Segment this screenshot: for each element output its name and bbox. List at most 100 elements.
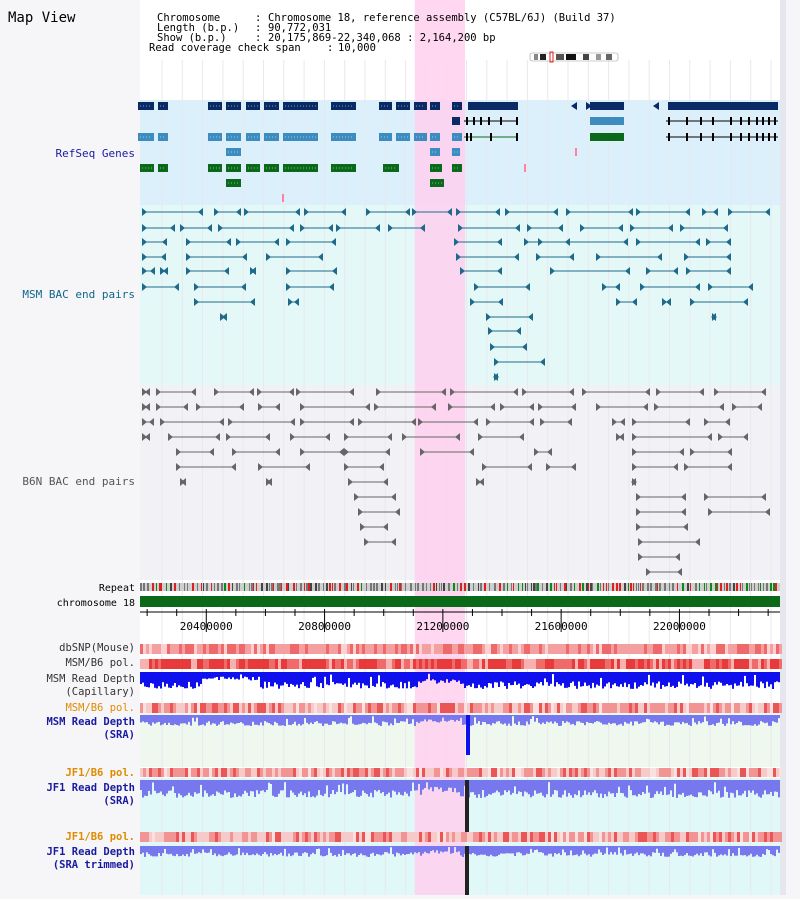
jf1-pol2-cell bbox=[422, 832, 425, 842]
repeat-element bbox=[695, 583, 697, 591]
track-label-b6n-bac: B6N BAC end pairs bbox=[22, 475, 135, 488]
jf1-trim-depth-bar bbox=[270, 846, 272, 854]
jf1-sra-depth-bar bbox=[284, 780, 286, 783]
chromosome-bar[interactable] bbox=[140, 596, 780, 607]
jf1-trim-depth-bar bbox=[638, 846, 640, 856]
jf1-sra-depth-bar bbox=[594, 780, 596, 791]
dbsnp-cell bbox=[524, 644, 527, 654]
msm-pol2-cell bbox=[767, 703, 770, 713]
jf1-pol2-cell bbox=[731, 832, 734, 842]
dbsnp-cell bbox=[293, 644, 296, 654]
jf1-trim-depth-bar bbox=[480, 846, 482, 855]
jf1-pol-cell bbox=[158, 768, 161, 777]
msm-capillary-depth-bar bbox=[602, 672, 604, 689]
repeat-element bbox=[574, 583, 575, 591]
jf1-sra-depth-bar bbox=[686, 780, 688, 796]
read-depth-tracks[interactable] bbox=[140, 672, 780, 895]
msm-sra-depth-bar bbox=[720, 715, 722, 719]
jf1-pol-cell bbox=[302, 768, 305, 777]
msm-pol2-cell bbox=[410, 703, 413, 713]
jf1-trim-depth-bar bbox=[394, 846, 396, 857]
jf1-sra-depth-bar bbox=[664, 780, 666, 787]
repeat-element bbox=[401, 583, 402, 591]
msm-capillary-depth-bar bbox=[360, 672, 362, 689]
msm-pol2-cell bbox=[185, 703, 188, 713]
jf1-trim-depth-bar bbox=[264, 846, 266, 853]
msm-bac-pair-end bbox=[743, 298, 748, 306]
msm-sra-depth-bar bbox=[588, 715, 590, 723]
msm-sra-depth-bar bbox=[758, 715, 760, 725]
polymorphism-tracks[interactable] bbox=[140, 644, 782, 842]
jf1-sra-depth-bar bbox=[178, 780, 180, 794]
msm-pol-cell bbox=[428, 659, 431, 669]
dbsnp-cell bbox=[761, 644, 764, 654]
msm-sra-depth-bar bbox=[750, 715, 752, 726]
jf1-trim-depth-bar bbox=[218, 846, 220, 855]
jf1-sra-depth-bar bbox=[572, 780, 574, 798]
msm-bac-pair-end bbox=[289, 224, 294, 232]
jf1-trim-depth-bar bbox=[426, 846, 428, 854]
dbsnp-cell bbox=[527, 644, 530, 654]
msm-capillary-depth-bar bbox=[712, 672, 714, 686]
jf1-pol2-cell bbox=[161, 832, 164, 842]
refseq-genes-track[interactable] bbox=[138, 102, 778, 202]
jf1-pol2-cell bbox=[758, 832, 761, 842]
jf1-trim-depth-bar bbox=[346, 846, 348, 854]
msm-sra-depth-bar bbox=[284, 715, 286, 726]
msm-sra-depth-bar bbox=[264, 715, 266, 722]
jf1-sra-depth-bar bbox=[272, 780, 274, 796]
msm-pol2-cell bbox=[401, 703, 404, 713]
chromosome-ideogram[interactable] bbox=[529, 51, 619, 63]
msm-sra-depth-bar bbox=[524, 715, 526, 726]
msm-capillary-depth-bar bbox=[314, 672, 316, 677]
dbsnp-cell bbox=[410, 644, 413, 654]
jf1-pol2-cell bbox=[383, 832, 386, 842]
msm-sra-depth-bar bbox=[616, 715, 618, 726]
msm-sra-depth-bar bbox=[226, 715, 228, 725]
b6n-bac-pair-end bbox=[239, 403, 244, 411]
b6n-bac-pair-end bbox=[145, 433, 150, 441]
dbsnp-cell bbox=[254, 644, 257, 654]
msm-pol-cell bbox=[437, 659, 440, 669]
jf1-pol2-cell bbox=[746, 832, 749, 842]
jf1-sra-depth-bar bbox=[512, 780, 514, 793]
jf1-pol2-cell bbox=[533, 832, 536, 842]
jf1-trim-depth-bar bbox=[276, 846, 278, 856]
jf1-trim-depth-bar bbox=[418, 846, 420, 853]
msm-pol2-cell bbox=[596, 703, 599, 713]
msm-capillary-depth-bar bbox=[458, 672, 460, 681]
msm-capillary-depth-bar bbox=[756, 672, 758, 687]
repeat-element bbox=[608, 583, 609, 591]
jf1-trim-depth-bar bbox=[658, 846, 660, 853]
msm-capillary-depth-bar bbox=[614, 672, 616, 684]
jf1-pol2-cell bbox=[227, 832, 230, 842]
msm-capillary-depth-bar bbox=[702, 672, 704, 677]
refseq-gene-exon bbox=[700, 117, 702, 125]
msm-sra-depth-bar bbox=[408, 715, 410, 724]
msm-bac-track[interactable] bbox=[142, 208, 770, 381]
jf1-trim-depth-bar bbox=[688, 846, 690, 856]
jf1-pol-cell bbox=[299, 768, 302, 777]
jf1-trim-depth-bar bbox=[268, 846, 270, 857]
msm-pol2-cell bbox=[164, 703, 167, 713]
repeat-element bbox=[441, 583, 442, 591]
dbsnp-cell bbox=[587, 644, 590, 654]
jf1-pol2-cell bbox=[539, 832, 542, 842]
msm-sra-depth-bar bbox=[452, 715, 454, 720]
repeat-element bbox=[261, 583, 263, 591]
jf1-trim-depth-bar bbox=[438, 846, 440, 854]
jf1-sra-depth-bar bbox=[216, 780, 218, 792]
msm-sra-depth-bar bbox=[330, 715, 332, 725]
jf1-sra-depth-bar bbox=[172, 780, 174, 787]
msm-capillary-depth-bar bbox=[328, 672, 330, 686]
b6n-bac-track[interactable] bbox=[142, 388, 770, 576]
jf1-pol-cell bbox=[173, 768, 176, 777]
repeat-track[interactable] bbox=[140, 583, 780, 591]
jf1-pol2-cell bbox=[209, 832, 212, 842]
jf1-pol2-cell bbox=[368, 832, 371, 842]
repeat-element bbox=[397, 583, 398, 591]
header-colon: : bbox=[255, 22, 261, 34]
jf1-pol-cell bbox=[278, 768, 281, 777]
grid-lines bbox=[161, 60, 772, 895]
msm-sra-depth-bar bbox=[326, 715, 328, 724]
